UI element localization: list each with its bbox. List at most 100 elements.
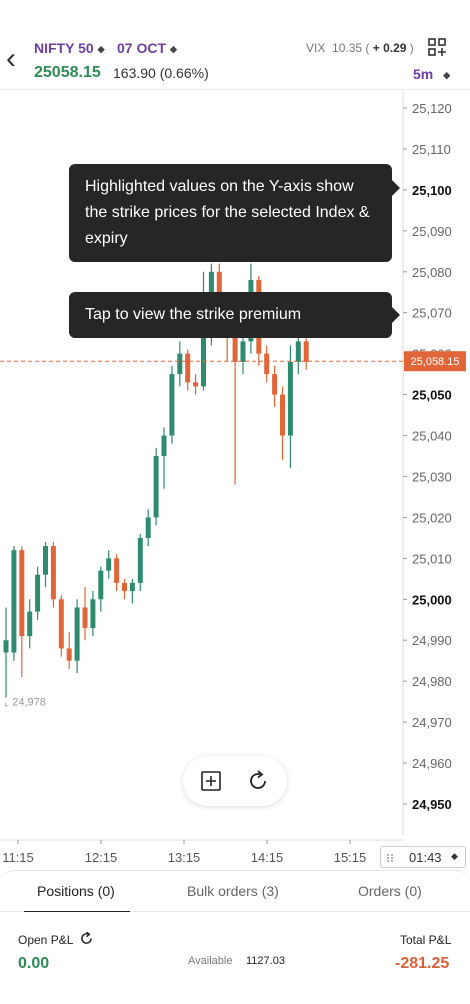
candle[interactable]	[264, 345, 270, 383]
vix-label: VIX	[306, 41, 326, 55]
x-tick-label: 13:15	[168, 850, 201, 865]
timeframe-selector[interactable]: 5m ◆	[413, 66, 450, 82]
y-tick-label[interactable]: 25,070	[412, 306, 452, 321]
y-tick-label[interactable]: 25,050	[412, 388, 452, 403]
y-tick-label[interactable]: 25,090	[412, 224, 452, 239]
candle[interactable]	[90, 591, 96, 637]
yaxis-tooltip-text: Highlighted values on the Y-axis show th…	[85, 178, 370, 247]
x-tick-label: 14:15	[251, 850, 284, 865]
tooltip-arrow	[392, 180, 400, 196]
y-tick-label[interactable]: 24,980	[412, 674, 452, 689]
total-pnl-value: -281.25	[395, 955, 450, 972]
candle[interactable]	[137, 533, 143, 592]
candle-body	[106, 558, 112, 571]
vix-change: + 0.29	[372, 41, 407, 55]
candle-body	[35, 574, 41, 612]
candle-body	[74, 607, 80, 661]
candle-body	[145, 517, 151, 538]
candle[interactable]	[106, 550, 112, 579]
top-bar: ‹ NIFTY 50 ◆ 07 OCT ◆ 25058.15 163.90 (0.6…	[0, 0, 470, 90]
candle-body	[272, 374, 278, 395]
candle[interactable]	[232, 324, 238, 485]
candle-body	[153, 456, 159, 518]
index-selector[interactable]: NIFTY 50 ◆	[34, 40, 105, 56]
candle-body	[280, 394, 285, 436]
chart-canvas[interactable]: ⌞ 24,978 25,120 25,110 25,100 25,090 25,080 2…	[0, 90, 470, 870]
y-tick-label[interactable]: 25,080	[412, 265, 452, 280]
tap-strike-tooltip: Tap to view the strike premium	[69, 292, 400, 338]
candle[interactable]	[287, 345, 293, 469]
available-label: Available	[188, 955, 233, 967]
total-pnl-label: Total P&L	[400, 933, 452, 947]
crosshair-add-icon[interactable]	[201, 771, 221, 791]
index-change: 163.90 (0.66%)	[113, 65, 209, 81]
candle[interactable]	[303, 337, 309, 371]
low-price-marker: ⌞ 24,978	[4, 696, 46, 708]
candle[interactable]	[66, 632, 72, 669]
tab-positions[interactable]: Positions (0)	[37, 883, 115, 899]
time-picker-value: 01:43	[409, 850, 442, 865]
y-tick-label[interactable]: 25,100	[412, 183, 452, 198]
candle[interactable]	[27, 599, 33, 649]
candle-body	[58, 599, 64, 649]
candle[interactable]	[280, 386, 285, 461]
candle-body	[240, 341, 246, 362]
candle-body	[19, 550, 25, 637]
y-tick-label[interactable]: 25,040	[412, 429, 452, 444]
candle[interactable]	[3, 607, 9, 698]
y-tick-label[interactable]: 25,020	[412, 510, 452, 525]
candle[interactable]	[193, 374, 199, 395]
candle-body	[114, 558, 120, 583]
candle[interactable]	[43, 541, 48, 588]
candle[interactable]	[185, 349, 191, 391]
candle[interactable]	[35, 566, 41, 620]
y-tick-label[interactable]: 24,970	[412, 715, 452, 730]
candle[interactable]	[153, 447, 159, 526]
updown-caret-icon: ◆	[443, 70, 451, 80]
x-tick-label: 11:15	[2, 850, 34, 865]
grid-add-icon[interactable]	[428, 38, 446, 56]
vix-open-paren: (	[365, 41, 370, 55]
y-tick-label[interactable]: 25,030	[412, 469, 452, 484]
y-tick-label[interactable]: 25,010	[412, 551, 452, 566]
y-tick-label[interactable]: 25,000	[412, 592, 452, 607]
candle-body	[43, 546, 48, 575]
y-tick-label[interactable]: 24,950	[412, 797, 452, 812]
chart-tools-pill	[183, 756, 287, 806]
candle-body	[161, 435, 167, 456]
candle[interactable]	[161, 427, 167, 489]
x-tick-label: 15:15	[334, 850, 367, 865]
candle[interactable]	[82, 587, 88, 641]
back-arrow-icon[interactable]: ‹	[6, 42, 16, 75]
candle[interactable]	[129, 578, 135, 604]
candle[interactable]	[58, 595, 64, 657]
candle[interactable]	[19, 546, 25, 678]
candle[interactable]	[74, 599, 80, 673]
time-picker[interactable]: 01:43 ◆	[380, 846, 466, 868]
y-tick-label[interactable]: 24,990	[412, 633, 452, 648]
candle[interactable]	[272, 365, 278, 407]
candlestick-chart[interactable]: ⌞ 24,978 25,120 25,110 25,100 25,090 25,080 2…	[0, 90, 470, 870]
candle[interactable]	[98, 566, 104, 612]
candle[interactable]	[50, 541, 56, 608]
candle-body	[264, 353, 270, 375]
refresh-icon[interactable]	[247, 770, 269, 792]
vix-readout: VIX 10.35 ( + 0.29 )	[306, 41, 414, 55]
candle[interactable]	[11, 546, 17, 661]
y-tick-label[interactable]: 25,120	[412, 101, 452, 116]
open-pnl-value: 0.00	[18, 955, 50, 972]
candle[interactable]	[169, 365, 175, 444]
refresh-pnl-icon[interactable]	[80, 932, 93, 945]
y-tick-label[interactable]: 25,110	[412, 142, 451, 157]
expiry-selector[interactable]: 07 OCT ◆	[117, 40, 177, 56]
tab-orders[interactable]: Orders (0)	[358, 883, 422, 899]
candle[interactable]	[145, 509, 151, 547]
expiry-date: 07 OCT	[117, 40, 167, 56]
candle[interactable]	[177, 341, 183, 387]
tab-bulk-orders[interactable]: Bulk orders (3)	[187, 883, 279, 899]
updown-caret-icon: ◆	[170, 44, 177, 54]
candle[interactable]	[122, 578, 127, 600]
candle[interactable]	[114, 554, 120, 592]
candle-body	[98, 570, 104, 600]
y-tick-label[interactable]: 24,960	[412, 756, 452, 771]
